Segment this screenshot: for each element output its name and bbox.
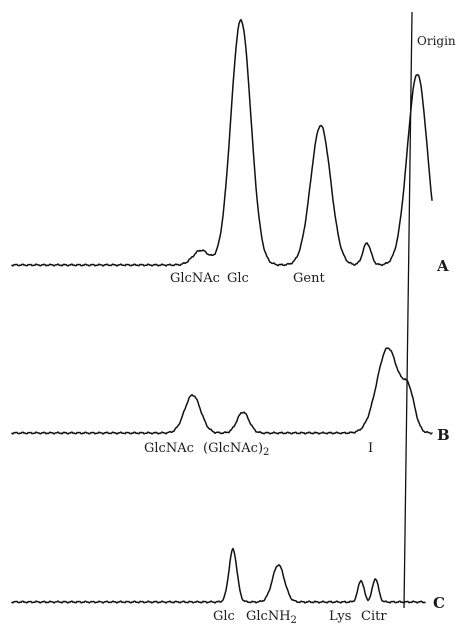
trace-b-label-i: I bbox=[368, 441, 373, 456]
origin-line bbox=[403, 11, 413, 609]
trace-a-label-glcnac: GlcNAc bbox=[170, 271, 220, 286]
trace-a-label-glc: Glc bbox=[227, 271, 249, 286]
trace-b: B GlcNAc (GlcNAc)2 I bbox=[11, 347, 450, 458]
trace-a-letter: A bbox=[436, 257, 449, 275]
trace-c-label-lys: Lys bbox=[329, 609, 351, 624]
trace-c-letter: C bbox=[433, 594, 445, 612]
trace-b-letter: B bbox=[437, 426, 450, 444]
trace-c-label-glc: Glc bbox=[213, 609, 235, 624]
trace-a-line bbox=[11, 18, 433, 267]
trace-c: C Glc GlcNH2 Lys Citr bbox=[11, 547, 445, 625]
trace-b-label-glcnac2: (GlcNAc)2 bbox=[203, 441, 269, 458]
trace-b-line bbox=[11, 347, 433, 435]
subscript-2: 2 bbox=[263, 447, 269, 458]
trace-a: A GlcNAc Glc Gent bbox=[11, 18, 449, 286]
trace-c-label-glcnh2: GlcNH2 bbox=[246, 609, 297, 625]
origin-label: Origin bbox=[417, 34, 456, 48]
trace-b-label-glcnac: GlcNAc bbox=[144, 441, 194, 456]
trace-a-label-gent: Gent bbox=[293, 271, 325, 286]
subscript-2: 2 bbox=[291, 615, 297, 625]
trace-c-line bbox=[11, 547, 426, 604]
trace-c-label-citr: Citr bbox=[361, 609, 387, 624]
